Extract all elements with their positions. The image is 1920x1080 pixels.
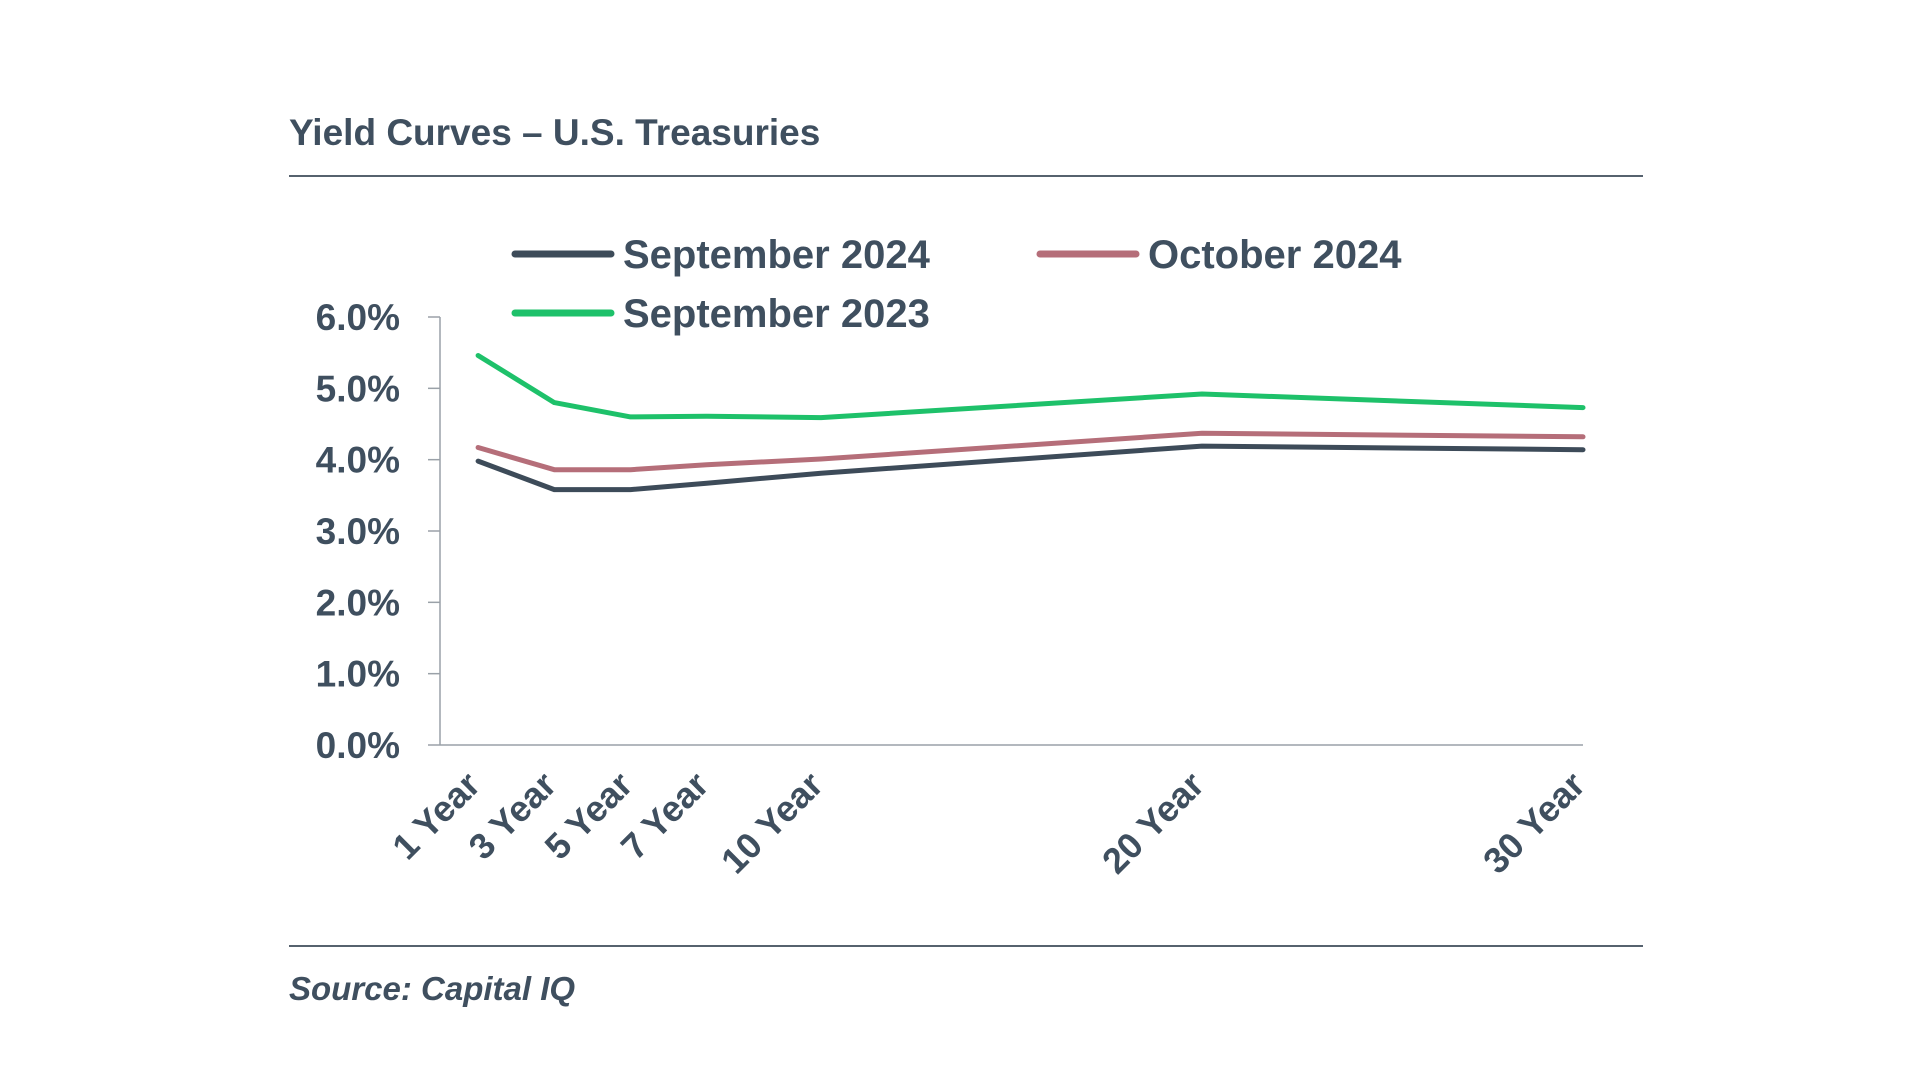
title-divider — [289, 175, 1643, 177]
legend-label: September 2023 — [623, 292, 930, 336]
source-note: Source: Capital IQ — [289, 970, 576, 1007]
y-tick-label: 3.0% — [316, 511, 400, 552]
series-line-2 — [475, 353, 1586, 421]
x-tick-label: 10 Year — [713, 764, 831, 882]
series-line-1 — [475, 430, 1586, 473]
y-tick-label: 1.0% — [316, 654, 400, 695]
footer-divider — [289, 945, 1643, 947]
y-tick-label: 5.0% — [316, 368, 400, 409]
y-tick-label: 6.0% — [316, 297, 400, 338]
x-tick-label: 7 Year — [613, 764, 717, 868]
y-tick-label: 4.0% — [316, 440, 400, 481]
x-tick-label: 20 Year — [1094, 764, 1212, 882]
legend-label: September 2024 — [623, 233, 931, 277]
legend-label: October 2024 — [1148, 233, 1402, 277]
y-tick-label: 2.0% — [316, 582, 400, 623]
x-tick-label: 5 Year — [537, 764, 641, 868]
chart-title: Yield Curves – U.S. Treasuries — [289, 112, 821, 153]
chart-legend: September 2024 October 2024 September 2023 — [511, 233, 1402, 336]
x-tick-label: 30 Year — [1475, 764, 1593, 882]
x-tick-label: 3 Year — [460, 764, 564, 868]
y-tick-label: 0.0% — [316, 725, 400, 766]
y-axis: 0.0% 1.0% 2.0% 3.0% 4.0% 5.0% 6.0% — [316, 297, 441, 766]
series-line-0 — [475, 443, 1586, 493]
series-lines — [475, 353, 1586, 493]
x-tick-label: 1 Year — [384, 764, 488, 868]
